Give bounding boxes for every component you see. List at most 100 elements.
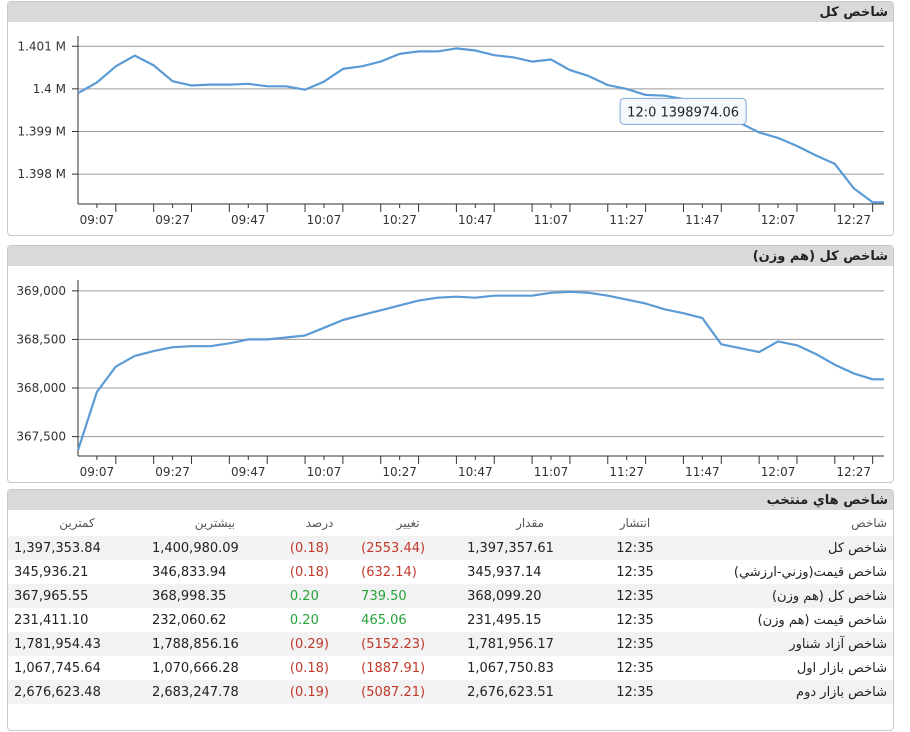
cell-name: شاخص کل: [828, 540, 887, 556]
panel-title: شاخص هاي منتخب: [766, 492, 888, 508]
cell-time: 12:35: [616, 636, 654, 652]
cell-change: (5152.23): [361, 636, 426, 652]
col-header-name: شاخص: [851, 516, 887, 530]
y-tick-label: 369,000: [16, 284, 66, 298]
cell-change: (2553.44): [361, 540, 426, 556]
table-row[interactable]: شاخص کل 12:35 1,397,357.61 (2553.44) (0.18) 1…: [8, 536, 893, 560]
cell-value: 1,781,956.17: [467, 636, 554, 652]
x-tick-label: 11:27: [609, 213, 644, 227]
cell-percent: (0.18): [289, 540, 329, 556]
x-tick-label: 09:47: [231, 213, 266, 227]
cell-value: 368,099.20: [467, 588, 542, 604]
x-tick-label: 12:07: [761, 465, 796, 479]
cell-low: 1,067,745.64: [14, 660, 101, 676]
y-tick-label: 1.401 M: [17, 39, 66, 53]
y-tick-label: 1.399 M: [17, 125, 66, 139]
panel-title: شاخص کل: [819, 4, 888, 20]
cell-change: (5087.21): [361, 684, 426, 700]
cell-value: 231,495.15: [467, 612, 542, 628]
cell-change: (632.14): [361, 564, 417, 580]
x-tick-label: 11:47: [685, 465, 720, 479]
cell-name: شاخص قيمت(وزني-ارزشي): [733, 564, 887, 580]
x-tick-label: 09:47: [231, 465, 266, 479]
cell-high: 1,788,856.16: [151, 636, 239, 652]
x-tick-label: 10:47: [458, 465, 493, 479]
x-tick-label: 12:27: [836, 213, 871, 227]
x-tick-label: 11:27: [609, 465, 644, 479]
x-tick-label: 12:07: [761, 213, 796, 227]
x-tick-label: 09:27: [155, 213, 190, 227]
table-row[interactable]: شاخص آزاد شناور 12:35 1,781,956.17 (5152.23…: [8, 632, 893, 656]
cell-percent: 0.20: [289, 588, 319, 604]
cell-percent: (0.19): [289, 684, 329, 700]
equal-weight-index-chart[interactable]: 367,500 368,000 368,500 369,000 09:07 09:27 09…: [8, 266, 893, 482]
panel-header: شاخص کل (هم وزن): [8, 246, 893, 266]
x-tick-label: 11:47: [685, 213, 720, 227]
cell-percent: (0.18): [289, 564, 329, 580]
cell-low: 1,397,353.84: [14, 540, 101, 556]
y-tick-label: 368,000: [16, 381, 66, 395]
x-tick-label: 12:27: [836, 465, 871, 479]
x-tick-label: 09:07: [80, 465, 115, 479]
x-tick-label: 10:07: [307, 213, 342, 227]
y-tick-label: 367,500: [16, 430, 66, 444]
cell-value: 1,397,357.61: [467, 540, 554, 556]
y-tick-label: 1.4 M: [33, 82, 66, 96]
cell-time: 12:35: [616, 684, 654, 700]
selected-indices-panel: شاخص هاي منتخب شاخص انتشار مقدار تغيير د…: [7, 489, 894, 731]
x-tick-label: 11:07: [534, 465, 569, 479]
cell-percent: (0.18): [289, 660, 329, 676]
cell-low: 345,936.21: [14, 564, 89, 580]
cell-low: 1,781,954.43: [14, 636, 101, 652]
cell-name: شاخص بازار دوم: [796, 684, 887, 700]
col-header-low: کمترين: [59, 516, 95, 530]
cell-high: 346,833.94: [151, 564, 227, 580]
tooltip-text: 12:0 1398974.06: [627, 105, 739, 120]
col-header-high: بيشترين: [194, 516, 236, 530]
cell-change: 739.50: [361, 588, 407, 604]
cell-name: شاخص آزاد شناور: [789, 636, 887, 652]
series-line[interactable]: [77, 47, 884, 204]
cell-low: 2,676,623.48: [14, 684, 101, 700]
table-row[interactable]: شاخص بازار اول 12:35 1,067,750.83 (1887.91)…: [8, 656, 893, 680]
cell-value: 345,937.14: [467, 564, 542, 580]
series-line[interactable]: [76, 290, 884, 451]
cell-low: 367,965.55: [14, 588, 89, 604]
table-header-row: شاخص انتشار مقدار تغيير درصد بيشترين کمت…: [8, 510, 893, 536]
cell-value: 1,067,750.83: [467, 660, 554, 676]
total-index-panel: شاخص کل 1.398 M 1.399 M 1.4 M 1.401 M 09:07 0…: [7, 1, 894, 236]
cell-name: شاخص بازار اول: [796, 660, 887, 676]
x-tick-label: 09:27: [155, 465, 190, 479]
equal-weight-index-panel: شاخص کل (هم وزن) 367,500 368,000 368,500 36…: [7, 245, 894, 483]
cell-time: 12:35: [616, 660, 654, 676]
table-row[interactable]: شاخص کل (هم وزن) 12:35 368,099.20 739.50 0.2…: [8, 584, 893, 608]
table-row[interactable]: شاخص قيمت(وزني-ارزشي) 12:35 345,937.14 (632…: [8, 560, 893, 584]
cell-change: 465.06: [361, 612, 407, 628]
cell-high: 368,998.35: [151, 588, 227, 604]
panel-header: شاخص هاي منتخب: [8, 490, 893, 510]
tooltip-box: [619, 97, 747, 125]
cell-high: 1,070,666.28: [151, 660, 239, 676]
panel-title: شاخص کل (هم وزن): [752, 248, 888, 264]
cell-time: 12:35: [616, 588, 654, 604]
tooltip: 12:0 1398974.06: [619, 97, 747, 125]
indices-table: شاخص انتشار مقدار تغيير درصد بيشترين کمت…: [8, 510, 893, 704]
panel-header: شاخص کل: [8, 2, 893, 22]
cell-name: شاخص کل (هم وزن): [771, 588, 887, 604]
x-tick-label: 09:07: [80, 213, 115, 227]
total-index-chart[interactable]: 1.398 M 1.399 M 1.4 M 1.401 M 09:07 09:27 09:4…: [8, 22, 893, 235]
cell-name: شاخص قيمت (هم وزن): [757, 612, 887, 628]
table-row[interactable]: شاخص قيمت (هم وزن) 12:35 231,495.15 465.06 0…: [8, 608, 893, 632]
cell-time: 12:35: [616, 540, 654, 556]
cell-percent: (0.29): [289, 636, 329, 652]
cell-percent: 0.20: [289, 612, 319, 628]
y-tick-label: 1.398 M: [17, 167, 66, 181]
cell-time: 12:35: [616, 564, 654, 580]
col-header-percent: درصد: [305, 516, 334, 530]
cell-low: 231,411.10: [14, 612, 89, 628]
x-tick-label: 10:27: [382, 213, 417, 227]
cell-high: 232,060.62: [151, 612, 227, 628]
cell-time: 12:35: [616, 612, 654, 628]
x-tick-label: 10:27: [382, 465, 417, 479]
table-row[interactable]: شاخص بازار دوم 12:35 2,676,623.51 (5087.21)…: [8, 680, 893, 704]
